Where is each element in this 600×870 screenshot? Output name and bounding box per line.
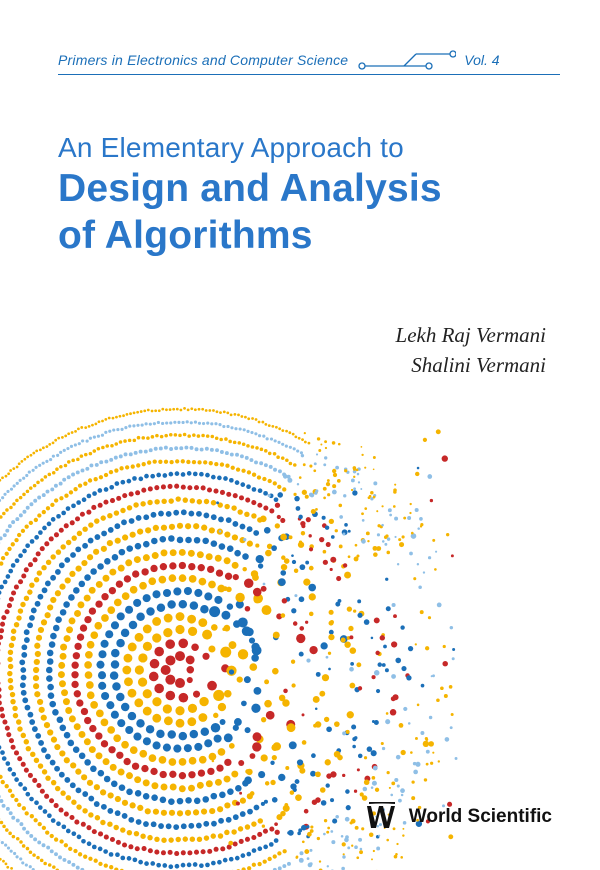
publisher-logo-icon bbox=[365, 802, 399, 832]
publisher: World Scientific bbox=[365, 802, 552, 832]
title-line-3: of Algorithms bbox=[58, 214, 560, 259]
publisher-name: World Scientific bbox=[409, 806, 552, 828]
volume-label: Vol. 4 bbox=[464, 52, 499, 68]
spiral-artwork bbox=[0, 390, 460, 870]
author-2: Shalini Vermani bbox=[396, 350, 546, 380]
series-bar: Primers in Electronics and Computer Scie… bbox=[58, 48, 560, 72]
series-label: Primers in Electronics and Computer Scie… bbox=[58, 52, 348, 68]
title-line-1: An Elementary Approach to bbox=[58, 130, 560, 165]
author-1: Lekh Raj Vermani bbox=[396, 320, 546, 350]
series-rule bbox=[58, 74, 560, 75]
title-line-2: Design and Analysis bbox=[58, 167, 560, 212]
circuit-decoration-icon bbox=[356, 48, 456, 72]
authors: Lekh Raj Vermani Shalini Vermani bbox=[396, 320, 546, 381]
title-block: An Elementary Approach to Design and Ana… bbox=[58, 130, 560, 259]
book-cover: Primers in Electronics and Computer Scie… bbox=[0, 0, 600, 870]
